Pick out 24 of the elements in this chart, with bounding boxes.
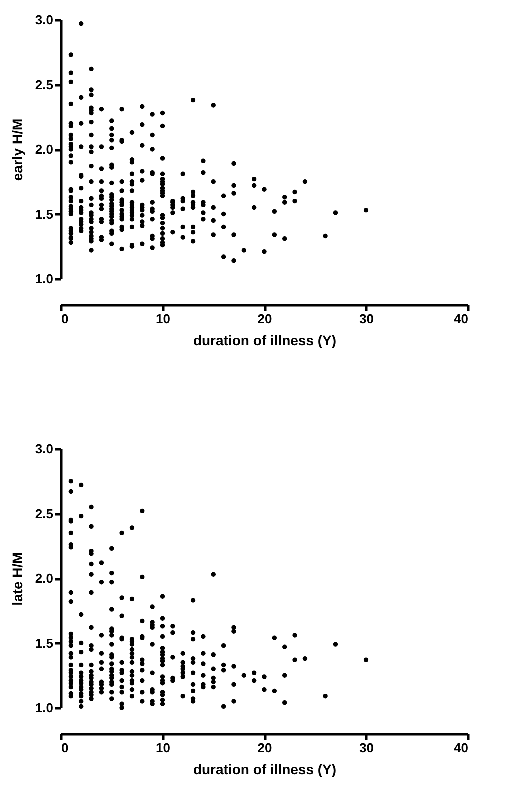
y-tick-label: 1.5 bbox=[35, 636, 54, 651]
x-tick-label: 40 bbox=[454, 312, 468, 326]
y-tick-label: 3.0 bbox=[35, 442, 54, 456]
x-tick-label: 30 bbox=[360, 740, 374, 756]
x-tick-label: 20 bbox=[258, 312, 272, 326]
x-tick-label: 10 bbox=[156, 740, 170, 756]
y-tick-label: 1.5 bbox=[35, 206, 54, 222]
y-tick-label: 1.0 bbox=[35, 700, 54, 716]
x-axis-title: duration of illness (Y) bbox=[193, 332, 337, 348]
y-tick-label: 3.0 bbox=[35, 12, 54, 28]
x-tick-label: 20 bbox=[258, 740, 272, 756]
x-tick-label: 40 bbox=[454, 740, 468, 756]
x-tick-label: 30 bbox=[360, 312, 374, 326]
y-tick-label: 2.5 bbox=[35, 506, 54, 522]
y-axis-title: late H/M bbox=[9, 552, 26, 606]
y-tick-label: 2.0 bbox=[35, 571, 54, 586]
x-axis-title: duration of illness (Y) bbox=[193, 762, 337, 778]
y-axis-title: early H/M bbox=[9, 118, 26, 182]
x-tick-label: 0 bbox=[62, 740, 69, 756]
x-tick-label: 0 bbox=[62, 312, 69, 326]
x-tick-label: 10 bbox=[156, 312, 170, 326]
y-tick-label: 2.5 bbox=[35, 77, 54, 92]
y-tick-label: 1.0 bbox=[35, 272, 54, 286]
y-tick-label: 2.0 bbox=[35, 142, 54, 157]
